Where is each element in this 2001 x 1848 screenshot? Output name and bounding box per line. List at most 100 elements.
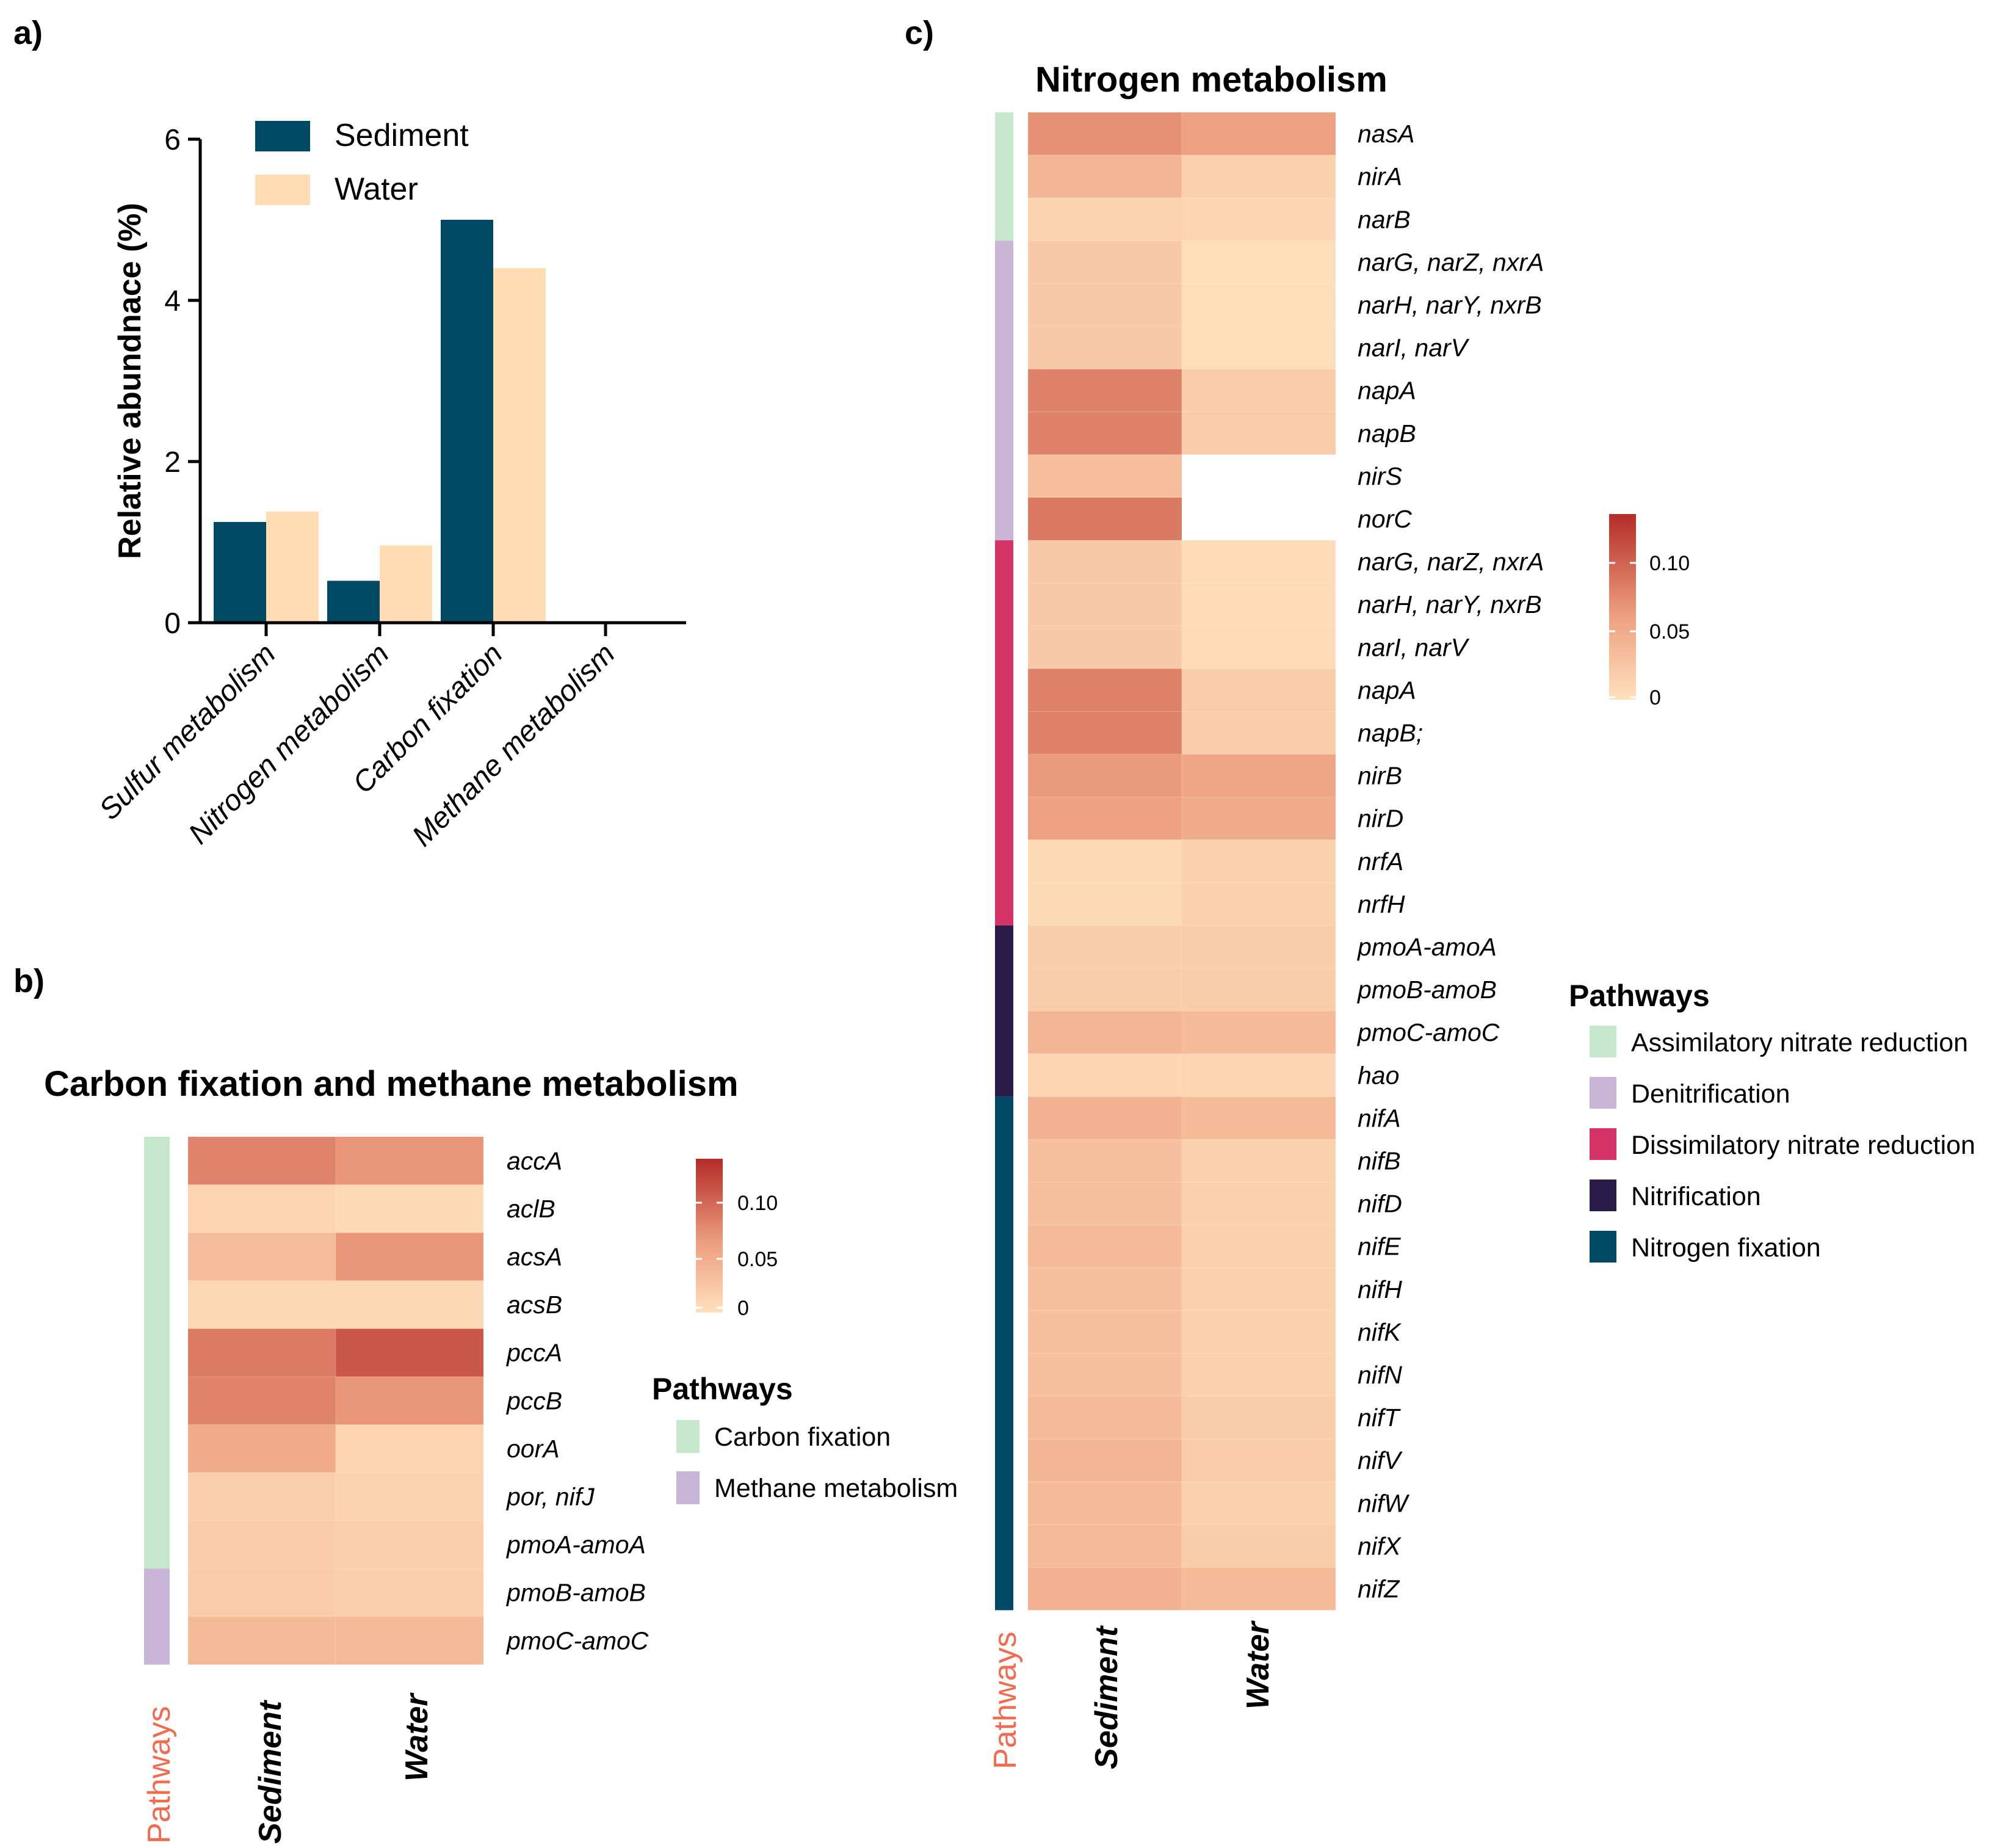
row-label-narg-narz-nxra: narG, narZ, nxrA bbox=[1358, 548, 1544, 576]
row-label-nifd: nifD bbox=[1358, 1190, 1402, 1218]
x-tick-label-nitrogen-metabolism: Nitrogen metabolism bbox=[183, 637, 396, 850]
heat-cell-pmoa-amoa-water bbox=[335, 1520, 484, 1569]
heat-cell-nifb-water bbox=[1181, 1139, 1336, 1183]
legend-label-carbon-fixation: Carbon fixation bbox=[714, 1422, 891, 1452]
column-label-water-b: Water bbox=[399, 1692, 435, 1781]
heat-cell-pcca-water bbox=[335, 1328, 484, 1377]
row-label-hao: hao bbox=[1358, 1061, 1399, 1089]
y-tick-label: 4 bbox=[164, 285, 181, 317]
row-label-nifn: nifN bbox=[1358, 1361, 1402, 1389]
row-label-por-nifj: por, nifJ bbox=[505, 1483, 595, 1511]
heat-cell-narg-narz-nxra-water bbox=[1181, 240, 1336, 284]
heat-cell-narg-narz-nxra-sediment bbox=[1027, 540, 1182, 584]
row-label-nife: nifE bbox=[1358, 1233, 1401, 1261]
pathways-axis-label-c: Pathways bbox=[988, 1632, 1023, 1769]
row-label-pcca: pccA bbox=[505, 1339, 562, 1367]
heat-cell-narg-narz-nxra-sediment bbox=[1027, 240, 1182, 284]
colorbar-tick-label: 0.10 bbox=[737, 1192, 778, 1215]
panel-b: b) Carbon fixation and methane metabolis… bbox=[13, 963, 958, 1844]
heat-cell-nift-water bbox=[1181, 1396, 1336, 1440]
row-label-pmoa-amoa: pmoA-amoA bbox=[1356, 933, 1497, 961]
column-label-sediment-b: Sediment bbox=[253, 1699, 288, 1844]
heat-cell-nifh-sediment bbox=[1027, 1267, 1182, 1311]
row-label-norc: norC bbox=[1358, 505, 1412, 533]
pathway-bar-methane-metabolism bbox=[144, 1568, 170, 1665]
row-label-acsa: acsA bbox=[507, 1243, 562, 1271]
legend-label-nitrogen-fixation: Nitrogen fixation bbox=[1631, 1233, 1821, 1263]
bar-group bbox=[214, 220, 546, 623]
heat-cell-hao-sediment bbox=[1027, 1053, 1182, 1097]
heat-cell-nifv-sediment bbox=[1027, 1438, 1182, 1482]
row-label-nifa: nifA bbox=[1358, 1104, 1401, 1132]
row-label-pmoc-amoc: pmoC-amoC bbox=[1356, 1018, 1500, 1046]
colorbar-b: 0 0.05 0.10 bbox=[696, 1159, 778, 1320]
legend-swatch-nitrogen-fixation bbox=[1590, 1231, 1616, 1263]
row-label-nifk: nifK bbox=[1358, 1318, 1402, 1346]
heat-cell-por-nifj-water bbox=[335, 1472, 484, 1521]
bar-sediment-carbon-fixation bbox=[441, 220, 493, 623]
legend-label-nitrification: Nitrification bbox=[1631, 1182, 1761, 1211]
heat-cell-acca-water bbox=[335, 1136, 484, 1186]
legend-swatch-methane-metabolism bbox=[676, 1471, 700, 1504]
row-label-pmob-amob: pmoB-amoB bbox=[505, 1579, 646, 1607]
colorbar-tick-label: 0 bbox=[1649, 686, 1661, 709]
heat-cell-pmoa-amoa-sediment bbox=[187, 1520, 336, 1569]
heat-cell-oora-water bbox=[335, 1424, 484, 1473]
row-label-narb: narB bbox=[1358, 205, 1411, 233]
y-axis-label: Relative abundnace (%) bbox=[112, 203, 148, 559]
heat-cell-aclb-water bbox=[335, 1184, 484, 1233]
heat-cell-nifn-sediment bbox=[1027, 1353, 1182, 1397]
colorbar-tick-label: 0.05 bbox=[1649, 620, 1690, 643]
row-label-nifw: nifW bbox=[1358, 1489, 1409, 1517]
row-label-aclb: aclB bbox=[507, 1195, 555, 1223]
heat-cell-nifn-water bbox=[1181, 1353, 1336, 1397]
pathway-bar-carbon-fixation bbox=[144, 1137, 170, 1569]
heat-cell-narb-sediment bbox=[1027, 197, 1182, 241]
row-label-pmob-amob: pmoB-amoB bbox=[1356, 976, 1497, 1004]
heat-cell-norc-water bbox=[1182, 497, 1336, 540]
colorbar-tick-label: 0 bbox=[737, 1297, 749, 1320]
heat-cell-nifx-sediment bbox=[1027, 1524, 1182, 1568]
colorbar-gradient bbox=[696, 1159, 723, 1313]
heat-cell-pccb-water bbox=[335, 1376, 484, 1426]
row-label-oora: oorA bbox=[507, 1435, 560, 1463]
pathways-legend-b: Pathways Carbon fixation Methane metabol… bbox=[652, 1372, 958, 1504]
row-label-acca: accA bbox=[507, 1147, 562, 1175]
legend-label-assimilatory: Assimilatory nitrate reduction bbox=[1631, 1028, 1968, 1057]
row-label-pmoc-amoc: pmoC-amoC bbox=[505, 1626, 649, 1654]
row-label-narg-narz-nxra: narG, narZ, nxrA bbox=[1358, 248, 1544, 276]
heat-cell-nari-narv-water bbox=[1181, 326, 1336, 370]
panel-b-letter: b) bbox=[13, 963, 45, 999]
panel-c: c) Nitrogen metabolism nasA nirA narB narG,… bbox=[905, 15, 1975, 1769]
x-tick-label-methane-metabolism: Methane metabolism bbox=[406, 637, 621, 853]
row-label-nrfa: nrfA bbox=[1358, 847, 1403, 875]
row-label-nari-narv: narI, narV bbox=[1358, 633, 1470, 661]
heat-cell-nirs-sediment bbox=[1027, 454, 1182, 498]
colorbar-tick-label: 0.10 bbox=[1649, 552, 1690, 575]
heat-cell-napa-sediment bbox=[1027, 668, 1182, 712]
y-tick-label: 6 bbox=[164, 124, 181, 156]
panel-a-letter: a) bbox=[13, 15, 43, 51]
heat-cell-nird-water bbox=[1181, 797, 1336, 841]
legend-swatch-nitrification bbox=[1590, 1179, 1616, 1211]
heat-cell-nife-sediment bbox=[1027, 1225, 1182, 1269]
bar-water-sulfur-metabolism bbox=[266, 511, 319, 623]
legend-swatch-water bbox=[255, 175, 310, 205]
heat-cell-acsa-sediment bbox=[187, 1232, 336, 1281]
row-label-nira: nirA bbox=[1358, 162, 1402, 190]
heat-cell-narh-nary-nxrb-water bbox=[1181, 283, 1336, 327]
heat-cell-napa-water bbox=[1181, 369, 1336, 413]
legend-label-denitrification: Denitrification bbox=[1631, 1079, 1790, 1109]
row-label-nasa: nasA bbox=[1358, 120, 1414, 148]
panel-c-title: Nitrogen metabolism bbox=[1035, 60, 1388, 100]
heat-cell-nifa-water bbox=[1181, 1096, 1336, 1140]
heatmap-b: accA aclB acsA acsB pccA pccB oorA por, nifJ pmo… bbox=[144, 1136, 649, 1665]
heat-cell-pccb-sediment bbox=[187, 1376, 336, 1426]
heat-cell-nife-water bbox=[1181, 1225, 1336, 1269]
heat-cell-nrfa-sediment bbox=[1027, 839, 1182, 883]
heat-cell-por-nifj-sediment bbox=[187, 1472, 336, 1521]
row-label-nifb: nifB bbox=[1358, 1147, 1401, 1175]
legend-label-methane-metabolism: Methane metabolism bbox=[714, 1474, 958, 1503]
